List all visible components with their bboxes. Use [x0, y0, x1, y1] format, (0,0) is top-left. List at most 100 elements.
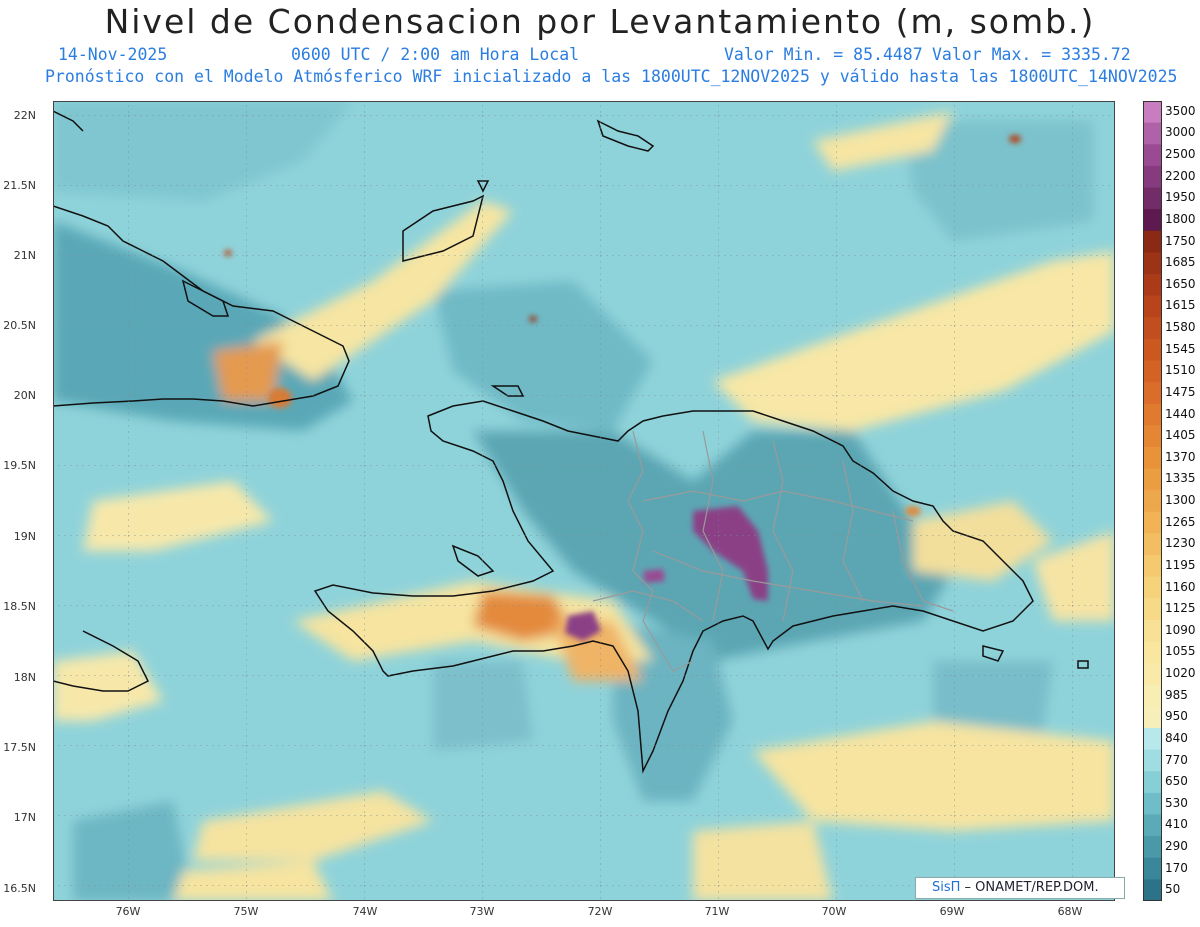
lat-label: 21.5N — [3, 179, 36, 192]
legend-label: 1685 — [1165, 255, 1196, 270]
legend-swatch — [1143, 273, 1162, 297]
map-title: Nivel de Condensacion por Levantamiento … — [104, 2, 1096, 41]
lat-label: 18.5N — [3, 600, 36, 613]
legend-label: 1650 — [1165, 276, 1196, 291]
legend-swatch — [1143, 814, 1162, 837]
legend-swatch — [1143, 641, 1162, 664]
legend-swatch — [1143, 706, 1162, 729]
lat-label: 19.5N — [3, 459, 36, 472]
lat-label: 18N — [13, 671, 36, 684]
legend-label: 840 — [1165, 730, 1188, 745]
lat-label: 17.5N — [3, 741, 36, 754]
lon-label: 68W — [1057, 905, 1083, 918]
legend-swatch — [1143, 360, 1162, 383]
legend-label: 650 — [1165, 774, 1188, 789]
legend-swatch — [1143, 317, 1162, 340]
legend-colorbar — [1143, 101, 1162, 901]
legend-swatch — [1143, 728, 1162, 751]
legend-swatch — [1143, 382, 1162, 405]
model-info: Pronóstico con el Modelo Atmósferico WRF… — [45, 67, 1178, 86]
legend-label: 1580 — [1165, 320, 1196, 334]
legend-label: 1405 — [1165, 428, 1196, 443]
legend-label: 1510 — [1165, 363, 1196, 378]
legend-label: 950 — [1165, 709, 1188, 724]
legend-swatch — [1143, 619, 1162, 643]
forecast-time: 0600 UTC / 2:00 am Hora Local — [291, 45, 580, 64]
graticule — [53, 101, 1115, 901]
legend-label: 1055 — [1165, 644, 1196, 659]
legend-swatch — [1143, 576, 1162, 599]
credit-box: SisΠ – ONAMET/REP.DOM. — [915, 877, 1125, 899]
legend-label: 2200 — [1165, 168, 1196, 183]
legend-swatch — [1143, 555, 1162, 578]
legend-swatch — [1143, 511, 1162, 534]
legend-label: 1750 — [1165, 233, 1196, 248]
lon-label: 75W — [233, 905, 259, 918]
legend-swatch — [1143, 792, 1162, 816]
lon-label: 70W — [821, 905, 847, 918]
sispi-logo: SisΠ — [932, 880, 961, 895]
lat-label: 22N — [13, 109, 36, 122]
legend-swatch — [1143, 468, 1162, 491]
legend-swatch — [1143, 663, 1162, 686]
map-frame — [53, 101, 1115, 901]
legend-label: 2500 — [1165, 147, 1196, 162]
legend-swatch — [1143, 187, 1162, 210]
forecast-date: 14-Nov-2025 — [58, 45, 168, 64]
legend-label: 1475 — [1165, 384, 1196, 399]
legend-label: 410 — [1165, 817, 1188, 832]
legend-swatch — [1143, 446, 1162, 470]
lon-label: 76W — [115, 905, 141, 918]
min-value: Valor Min. = 85.4487 — [724, 45, 923, 64]
legend-swatch — [1143, 122, 1162, 145]
legend-swatch — [1143, 490, 1162, 513]
legend-swatch — [1143, 209, 1162, 232]
lon-label: 74W — [352, 905, 378, 918]
legend-label: 1545 — [1165, 341, 1196, 356]
legend-label: 985 — [1165, 687, 1188, 702]
legend-swatch — [1143, 144, 1162, 167]
lon-label: 71W — [704, 905, 730, 918]
lon-label: 69W — [939, 905, 965, 918]
legend-swatch — [1143, 684, 1162, 707]
legend-label: 1090 — [1165, 622, 1196, 637]
legend-swatch — [1143, 403, 1162, 426]
legend-label: 770 — [1165, 752, 1188, 767]
lat-label: 16.5N — [3, 882, 36, 895]
legend-swatch — [1143, 857, 1162, 880]
legend-label: 1230 — [1165, 536, 1196, 551]
legend-swatch — [1143, 598, 1162, 621]
lon-label: 72W — [587, 905, 613, 918]
legend-swatch — [1143, 295, 1162, 318]
legend-label: 290 — [1165, 838, 1188, 853]
legend-label: 1125 — [1165, 601, 1196, 616]
lat-label: 20N — [13, 389, 36, 402]
legend-swatch — [1143, 533, 1162, 556]
legend-label: 1300 — [1165, 493, 1196, 507]
legend-label: 1800 — [1165, 211, 1196, 226]
max-value: Valor Max. = 3335.72 — [932, 45, 1131, 64]
legend-frame — [1143, 101, 1162, 901]
legend-label: 1335 — [1165, 471, 1196, 486]
legend-label: 1160 — [1165, 579, 1196, 594]
legend-label: 1950 — [1165, 190, 1196, 205]
legend-label: 1195 — [1165, 557, 1196, 572]
lat-label: 20.5N — [3, 319, 36, 332]
lon-label: 73W — [469, 905, 495, 918]
legend-swatch — [1143, 101, 1162, 124]
legend-label: 3000 — [1165, 125, 1196, 140]
legend-label: 1615 — [1165, 298, 1196, 313]
legend-label: 1265 — [1165, 514, 1196, 529]
legend-swatch — [1143, 165, 1162, 188]
legend-swatch — [1143, 836, 1162, 859]
legend-swatch — [1143, 252, 1162, 275]
legend-label: 1370 — [1165, 449, 1196, 464]
legend-label: 50 — [1165, 882, 1181, 897]
lat-label: 17N — [13, 811, 36, 824]
lat-label: 19N — [13, 530, 36, 543]
legend-label: 1440 — [1165, 406, 1196, 421]
credit-text: – ONAMET/REP.DOM. — [960, 880, 1099, 895]
legend-swatch — [1143, 771, 1162, 794]
legend-swatch — [1143, 338, 1162, 361]
legend-swatch — [1143, 230, 1162, 253]
